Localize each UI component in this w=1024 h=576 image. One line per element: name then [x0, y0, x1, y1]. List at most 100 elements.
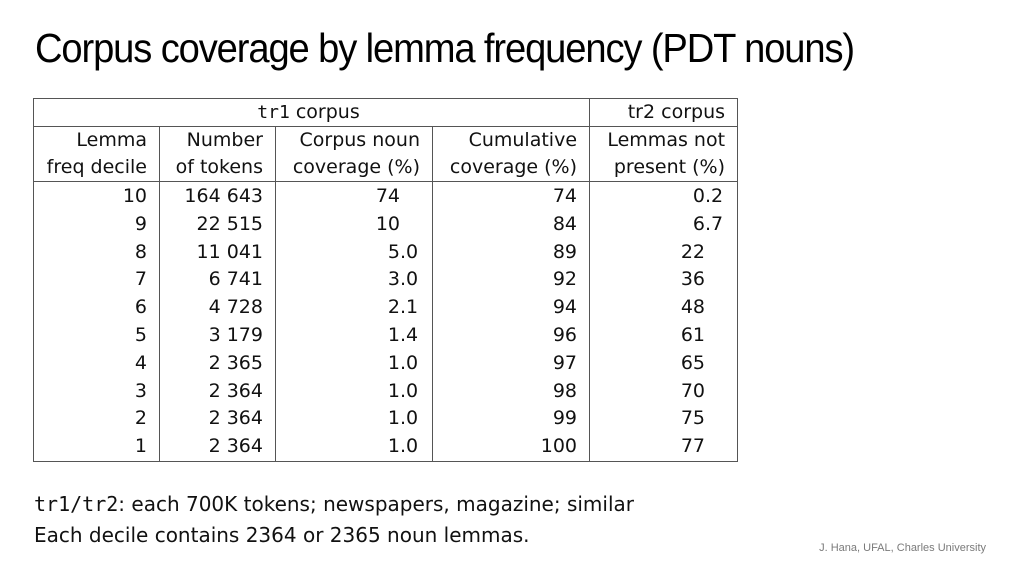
cell-tokens: 6 741 [159, 266, 276, 295]
coverage-frac: .4 [400, 323, 419, 346]
coverage-int: 5 [387, 240, 400, 263]
cell-not-present: 77 [589, 433, 738, 462]
cell-cumulative: 99 [431, 405, 590, 434]
not-present-frac: .2 [705, 185, 724, 207]
not-present-int: 70 [680, 379, 706, 402]
cell-decile: 10 [122, 185, 147, 207]
cell-not-present: 70 [589, 377, 738, 406]
col-header-decile-1: Lemma [76, 129, 147, 151]
table-row: 8 11 041 5.0 89 22 [34, 238, 738, 267]
cell-coverage: 74 [275, 181, 433, 211]
coverage-frac: .0 [400, 435, 419, 458]
corpus-code-tr1: tr1 [257, 102, 290, 123]
column-header-row-1: Lemma Number Corpus noun Cumulative Lemm… [34, 126, 738, 154]
cell-coverage: 2.1 [275, 294, 433, 322]
cell-not-present: 36 [589, 266, 738, 295]
cell-coverage: 1.0 [275, 377, 433, 406]
cell-coverage: 1.0 [275, 433, 433, 462]
table-row: 9 22 515 10 84 6.7 [34, 210, 738, 239]
cell-tokens: 22 515 [159, 210, 276, 239]
table-body: 10 164 643 74 74 0.2 9 22 515 10 84 6.7 … [34, 181, 738, 462]
cell-coverage: 1.0 [275, 349, 433, 378]
col-header-coverage-2: coverage (%) [275, 154, 433, 182]
cell-coverage: 1.4 [275, 321, 433, 350]
cell-not-present: 65 [589, 349, 738, 378]
cell-cumulative: 74 [431, 181, 590, 211]
footnote-line-2: Each decile contains 2364 or 2365 noun l… [34, 523, 530, 547]
group-header-row: tr1 corpus tr2 corpus [33, 98, 738, 127]
col-header-cumulative-2: coverage (%) [431, 154, 590, 182]
cell-tokens: 11 041 [159, 238, 276, 267]
group-header-tr1: tr1 corpus [34, 99, 590, 127]
not-present-int: 36 [680, 268, 706, 291]
footnote-line-1-text: : each 700K tokens; newspapers, magazine… [118, 492, 635, 516]
cell-decile: 6 [134, 296, 147, 319]
not-present-int: 6 [692, 212, 706, 235]
cell-tokens: 4 728 [159, 294, 276, 322]
table-row: 3 2 364 1.0 98 70 [34, 377, 738, 406]
coverage-frac: .0 [400, 268, 419, 291]
cell-cumulative: 84 [431, 210, 590, 239]
table-row: 1 2 364 1.0 100 77 [34, 433, 738, 462]
coverage-frac: .0 [400, 379, 419, 402]
cell-decile: 5 [134, 323, 147, 346]
cell-decile: 7 [134, 268, 147, 291]
cell-not-present: 0.2 [589, 181, 738, 211]
table-row: 5 3 179 1.4 96 61 [34, 321, 738, 350]
footnotes: tr1/tr2: each 700K tokens; newspapers, m… [34, 489, 634, 551]
cell-cumulative: 92 [431, 266, 590, 295]
cell-coverage: 3.0 [275, 266, 433, 295]
table-row: 6 4 728 2.1 94 48 [34, 294, 738, 322]
cell-decile: 1 [134, 435, 147, 458]
cell-decile: 2 [134, 407, 147, 430]
col-header-not-present-2: present (%) [589, 154, 738, 182]
coverage-frac: .0 [400, 240, 419, 263]
col-header-coverage-1: Corpus noun [275, 126, 433, 154]
cell-cumulative: 97 [431, 349, 590, 378]
not-present-int: 48 [680, 296, 706, 319]
table-row: 4 2 365 1.0 97 65 [34, 349, 738, 378]
col-header-not-present-1: Lemmas not [589, 126, 738, 154]
cell-not-present: 22 [589, 238, 738, 267]
group-header-tr1-label: corpus [289, 101, 360, 123]
footnote-line-1: tr1/tr2: each 700K tokens; newspapers, m… [34, 489, 634, 520]
column-header-row-2: freq decile of tokens coverage (%) cover… [33, 154, 738, 182]
coverage-int: 2 [387, 296, 400, 319]
not-present-int: 77 [680, 435, 706, 458]
cell-not-present: 75 [589, 405, 738, 434]
cell-not-present: 61 [589, 321, 738, 350]
cell-decile: 4 [134, 351, 147, 374]
group-header-tr2: tr2 corpus [589, 98, 738, 127]
cell-not-present: 48 [589, 294, 738, 322]
not-present-int: 65 [680, 351, 706, 374]
table-row: 2 2 364 1.0 99 75 [34, 405, 738, 434]
table-row: 7 6 741 3.0 92 36 [34, 266, 738, 295]
col-header-tokens-2: of tokens [159, 154, 276, 182]
coverage-int: 1 [387, 407, 400, 430]
coverage-frac: .0 [400, 407, 419, 430]
coverage-int: 3 [387, 268, 400, 291]
table-row: 10 164 643 74 74 0.2 [34, 181, 738, 211]
coverage-frac: .1 [400, 296, 419, 319]
cell-decile: 8 [134, 240, 147, 263]
coverage-int: 1 [387, 351, 400, 374]
cell-tokens: 2 364 [159, 433, 276, 462]
cell-decile: 3 [134, 379, 147, 402]
cell-tokens: 2 364 [159, 377, 276, 406]
coverage-frac: .0 [400, 351, 419, 374]
not-present-int: 0 [692, 185, 706, 207]
cell-tokens: 3 179 [159, 321, 276, 350]
coverage-table: tr1 corpus tr2 corpus Lemma Number Corpu… [33, 98, 739, 462]
cell-tokens: 2 364 [159, 405, 276, 434]
slide-title: Corpus coverage by lemma frequency (PDT … [35, 25, 855, 71]
corpus-codes: tr1/tr2 [34, 492, 119, 516]
coverage-int: 1 [387, 435, 400, 458]
not-present-int: 22 [680, 240, 706, 263]
cell-coverage: 5.0 [275, 238, 433, 267]
cell-tokens: 164 643 [159, 181, 276, 211]
not-present-frac: .7 [705, 212, 724, 235]
coverage-table-container: tr1 corpus tr2 corpus Lemma Number Corpu… [33, 98, 739, 463]
not-present-int: 75 [680, 407, 706, 430]
col-header-cumulative-1: Cumulative [431, 126, 590, 154]
cell-tokens: 2 365 [159, 349, 276, 378]
